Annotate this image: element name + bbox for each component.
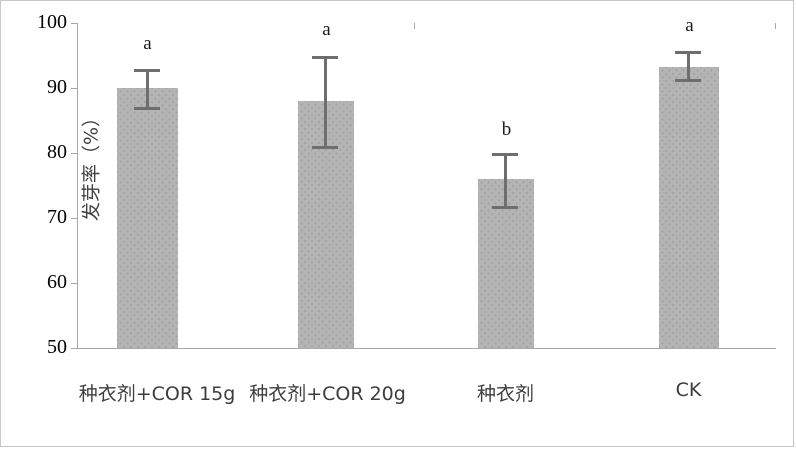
y-tick-60: [71, 283, 77, 284]
error-bar-cap-bottom-3: [492, 206, 518, 209]
y-tick-label-90: 90: [47, 76, 67, 98]
y-tick-50: [71, 348, 77, 349]
y-tick-label-60: 60: [47, 271, 67, 293]
y-tick-90: [71, 88, 77, 89]
y-tick-100: [71, 23, 77, 24]
significance-letter-4: a: [685, 15, 694, 36]
x-axis-label-4: CK: [675, 379, 702, 401]
plot-area: 100 90 80 70 60 50 发芽率（%） a a b a: [37, 11, 776, 405]
error-bar-stem-1: [146, 69, 149, 109]
significance-letter-2: a: [322, 19, 331, 40]
y-tick-70: [71, 218, 77, 219]
error-bar-cap-bottom-2: [312, 146, 338, 149]
y-axis-line: [77, 23, 78, 348]
y-tick-label-70: 70: [47, 206, 67, 228]
y-tick-label-80: 80: [47, 141, 67, 163]
error-bar-cap-top-4: [675, 51, 701, 54]
error-bar-stem-3: [504, 153, 507, 206]
x-axis-label-2: 种衣剂+COR 20g: [249, 383, 406, 405]
error-bar-stem-4: [687, 51, 690, 79]
y-axis-title: 发芽率（%）: [80, 107, 103, 222]
x-axis-label-1: 种衣剂+COR 15g: [78, 383, 236, 405]
error-bar-cap-top-1: [134, 69, 160, 72]
x-tick-end: [775, 23, 776, 29]
error-bar-cap-top-2: [312, 56, 338, 59]
error-bar-cap-bottom-1: [134, 107, 160, 110]
bar-series-4: [659, 67, 719, 348]
error-bar-cap-top-3: [492, 153, 518, 156]
y-tick-label-50: 50: [47, 336, 67, 358]
y-tick-80: [71, 153, 77, 154]
bar-series-1: [117, 88, 178, 348]
x-tick-mid: [414, 23, 415, 29]
x-axis-line: [77, 348, 776, 349]
significance-letter-1: a: [143, 33, 152, 54]
y-tick-label-100: 100: [37, 11, 67, 33]
error-bar-stem-2: [324, 56, 327, 146]
error-bar-cap-bottom-4: [675, 79, 701, 82]
x-axis-label-3: 种衣剂: [476, 383, 534, 405]
significance-letter-3: b: [501, 119, 512, 140]
